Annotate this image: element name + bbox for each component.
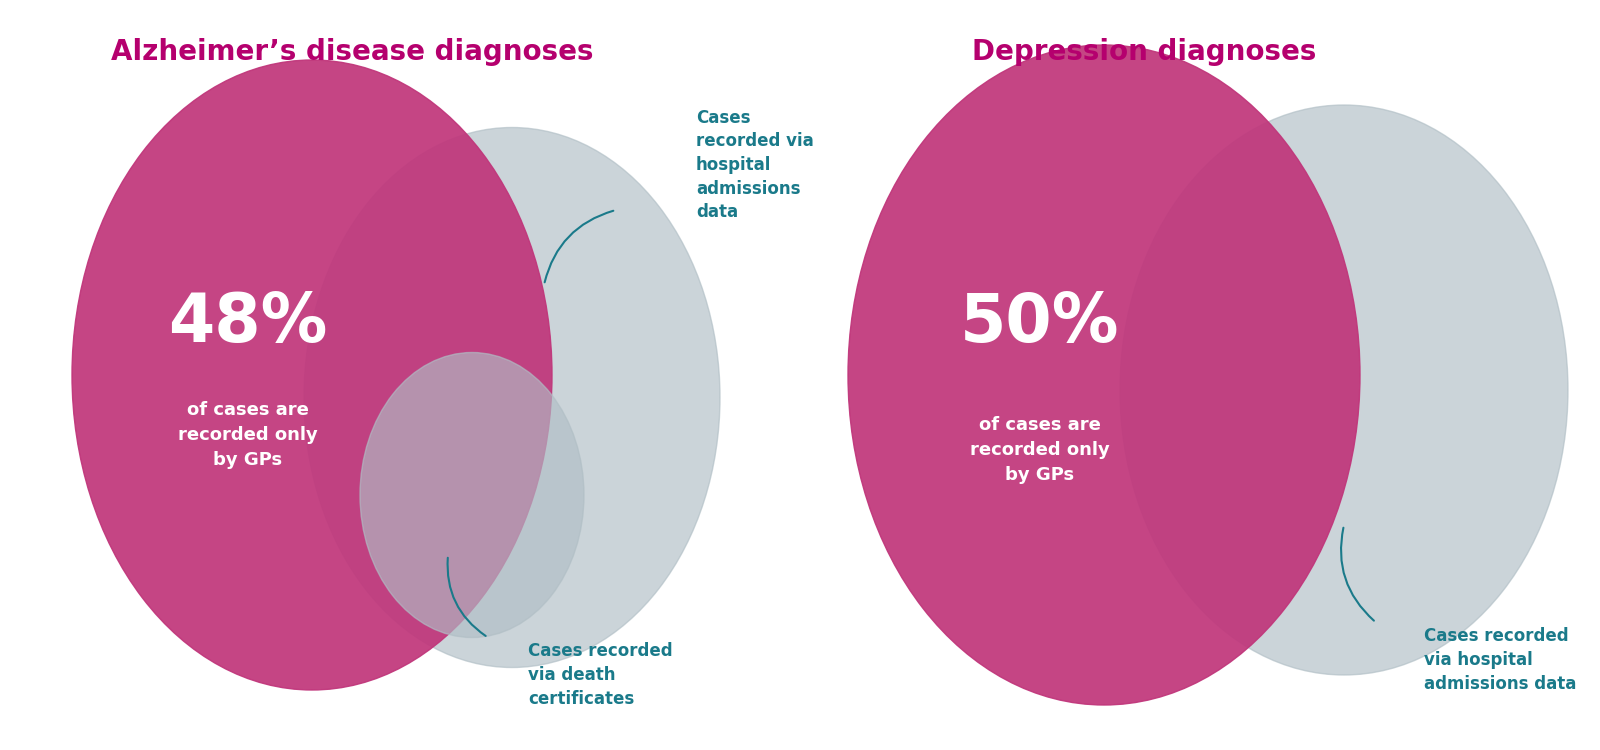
Ellipse shape: [360, 352, 584, 638]
Ellipse shape: [848, 45, 1360, 705]
Text: Depression diagnoses: Depression diagnoses: [971, 38, 1317, 67]
Text: Cases recorded
via death
certificates: Cases recorded via death certificates: [528, 643, 672, 707]
Text: Cases recorded
via hospital
admissions data: Cases recorded via hospital admissions d…: [1424, 628, 1576, 692]
Text: 48%: 48%: [168, 290, 328, 356]
Text: Cases
recorded via
hospital
admissions
data: Cases recorded via hospital admissions d…: [696, 109, 814, 221]
Ellipse shape: [1120, 105, 1568, 675]
Text: of cases are
recorded only
by GPs: of cases are recorded only by GPs: [970, 416, 1110, 484]
Ellipse shape: [304, 128, 720, 668]
Text: 50%: 50%: [960, 290, 1120, 356]
Ellipse shape: [72, 60, 552, 690]
Text: of cases are
recorded only
by GPs: of cases are recorded only by GPs: [178, 401, 318, 469]
Text: Alzheimer’s disease diagnoses: Alzheimer’s disease diagnoses: [110, 38, 594, 67]
